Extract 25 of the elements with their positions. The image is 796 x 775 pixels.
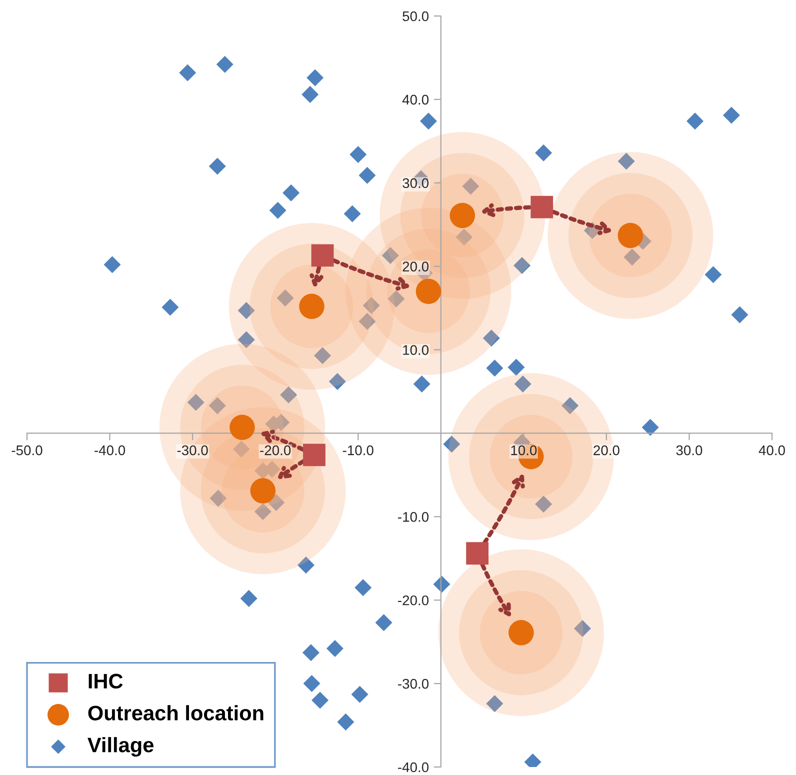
x-tick-label: 10.0 <box>511 445 537 456</box>
point <box>303 444 326 466</box>
y-tick-label: 10.0 <box>403 345 429 355</box>
y-tick-label: -10.0 <box>398 512 429 522</box>
y-tick-label: -20.0 <box>398 595 429 606</box>
x-tick-label: -20.0 <box>260 445 291 456</box>
x-tick-label: 30.0 <box>676 445 702 456</box>
point <box>466 542 489 565</box>
y-tick-label: 50.0 <box>402 11 429 22</box>
y-tick-label: 20.0 <box>402 262 429 272</box>
legend-label: Outreach location <box>88 705 264 720</box>
x-tick-label: -40.0 <box>94 445 126 456</box>
legend-label: IHC <box>88 674 123 689</box>
x-tick-label: -10.0 <box>342 445 374 456</box>
x-tick-label: 40.0 <box>758 445 785 456</box>
y-tick-label: -30.0 <box>398 678 429 689</box>
y-tick-label: 40.0 <box>402 94 429 105</box>
point <box>311 244 334 267</box>
point <box>530 196 554 218</box>
y-tick-label: -40.0 <box>398 762 429 772</box>
legend-label: Village <box>88 737 154 757</box>
x-tick-label: 20.0 <box>594 445 620 456</box>
x-tick-label: -50.0 <box>12 445 42 456</box>
y-tick-label: 30.0 <box>402 178 429 188</box>
x-tick-label: -30.0 <box>177 445 208 456</box>
